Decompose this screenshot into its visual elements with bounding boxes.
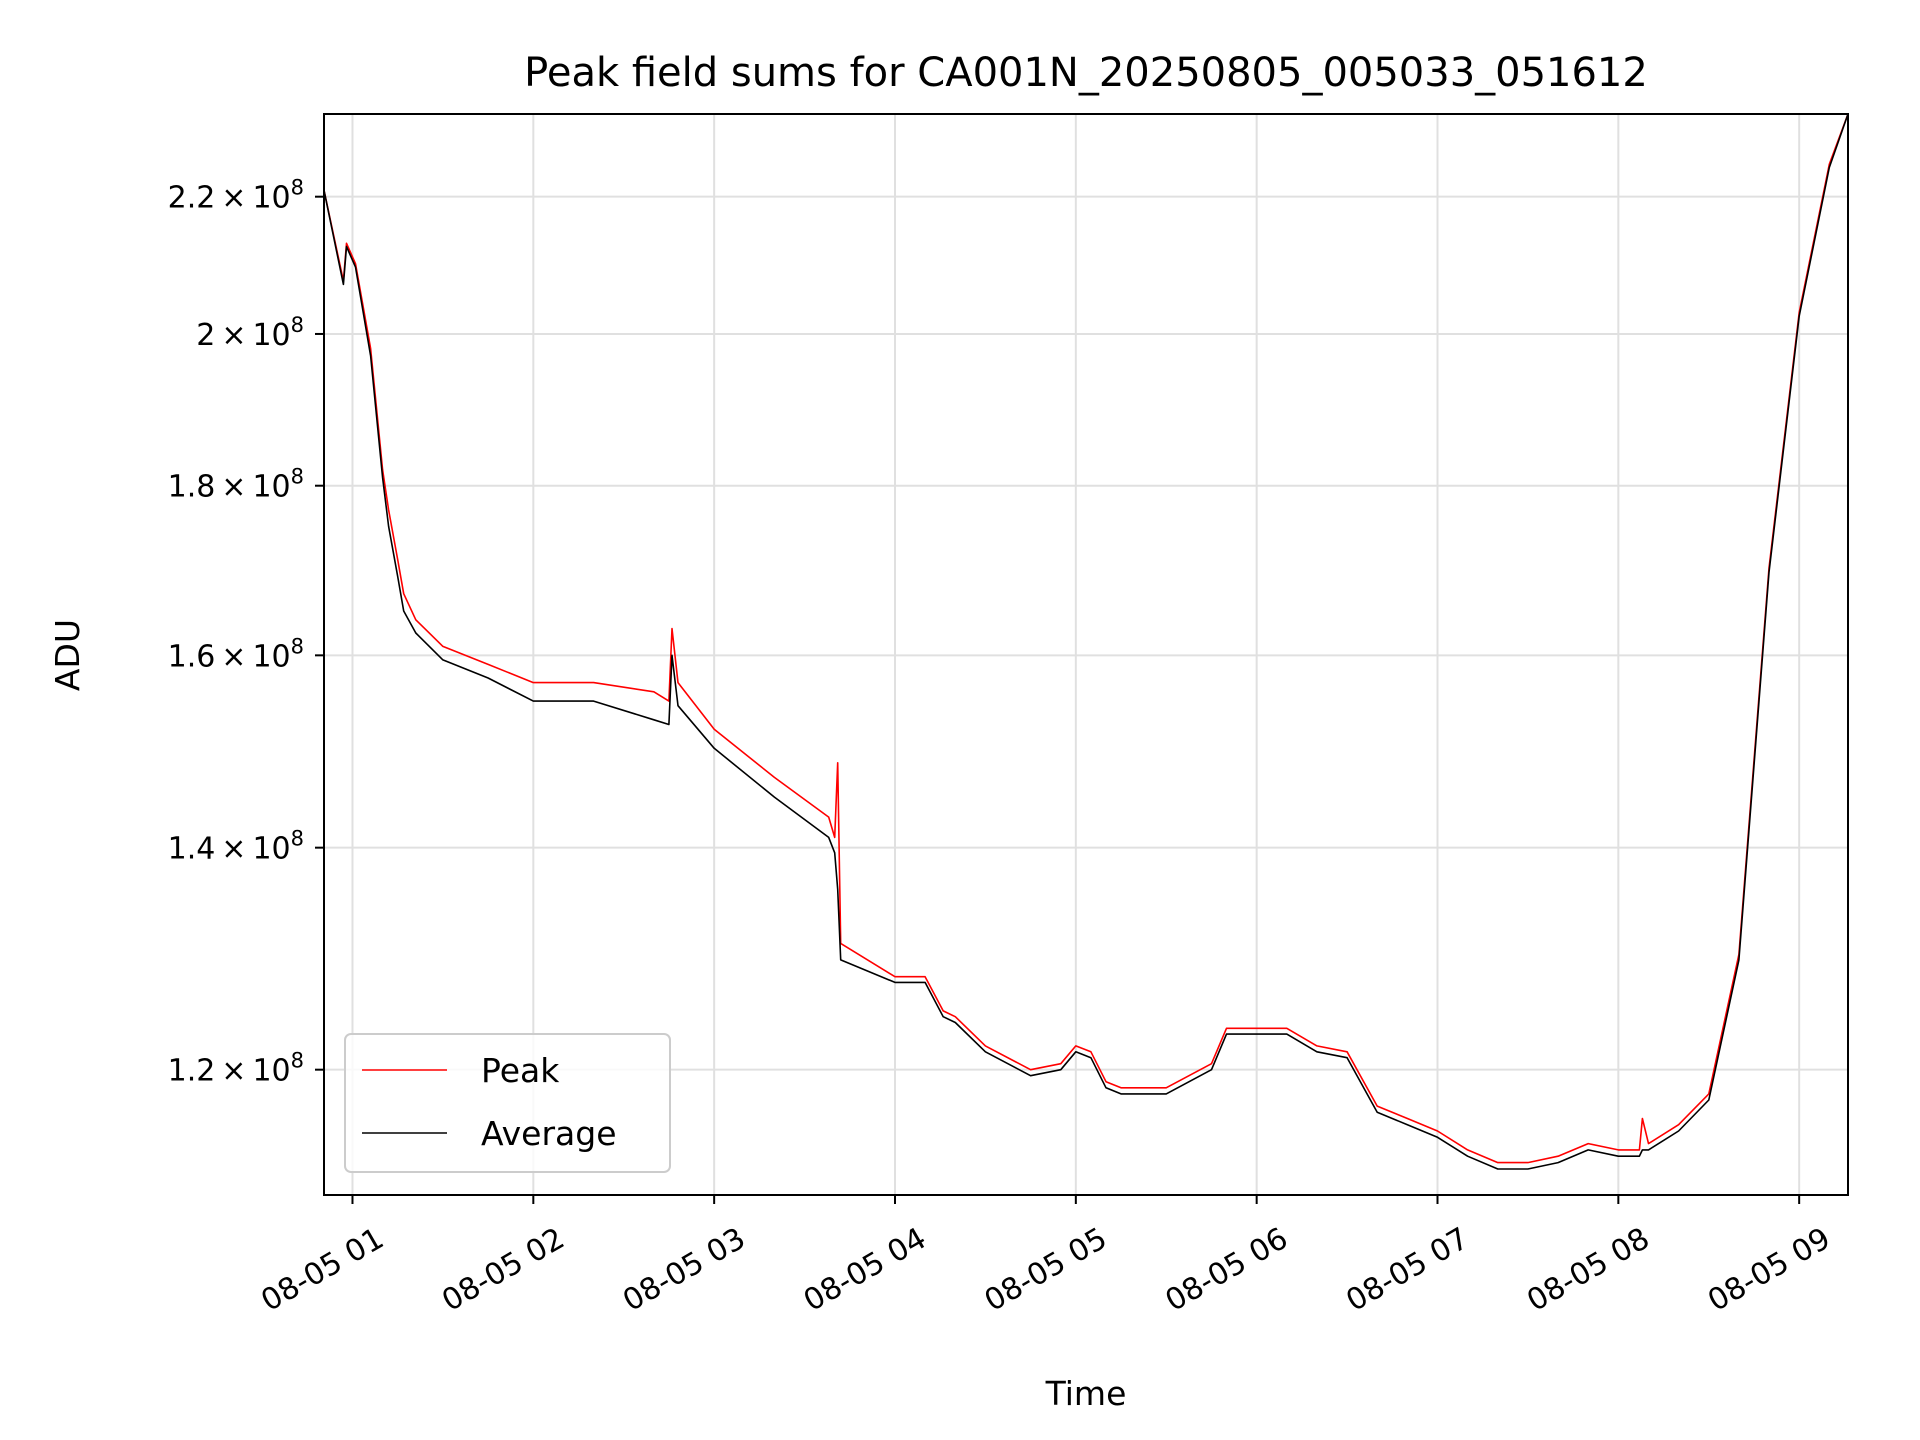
legend-label-peak: Peak: [481, 1051, 560, 1090]
series-line-peak: [323, 113, 1849, 1164]
legend-label-average: Average: [481, 1114, 617, 1153]
y-tick-label: 2.2 × 108: [168, 176, 304, 216]
legend: Peak Average: [344, 1033, 671, 1173]
grid: [324, 114, 1848, 1195]
y-axis-label: ADU: [48, 619, 87, 691]
y-tick-label: 1.6 × 108: [168, 634, 304, 674]
y-tick-label: 1.8 × 108: [168, 465, 304, 505]
legend-box: [344, 1033, 671, 1173]
y-tick-label: 2 × 108: [196, 313, 304, 353]
y-tick-label: 1.4 × 108: [168, 827, 304, 867]
chart-title: Peak field sums for CA001N_20250805_0050…: [524, 50, 1648, 96]
y-axis: 1.2 × 108 1.4 × 108 1.6 × 108 1.8 × 108 2 × …: [168, 176, 324, 1089]
series-layer: [323, 113, 1849, 1170]
series-line-average: [323, 113, 1849, 1170]
y-tick-label: 1.2 × 108: [168, 1049, 304, 1089]
x-axis-label: Time: [1045, 1374, 1127, 1413]
